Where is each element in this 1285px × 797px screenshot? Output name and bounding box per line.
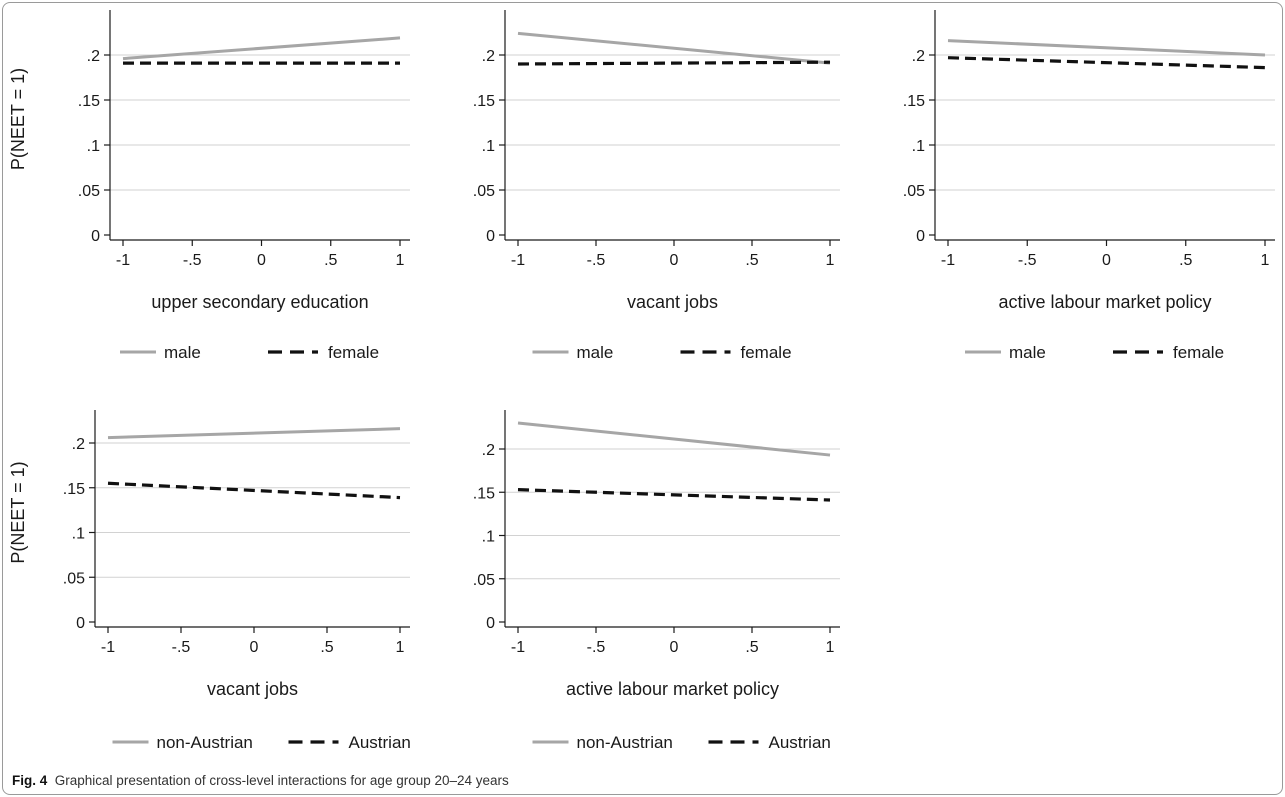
y-tick-label: .2 — [912, 48, 925, 65]
panel-1: 0 .05 .1 .15 .2 -1 -.5 0 .5 1 upper secondary educ… — [8, 10, 410, 362]
caption-text: Graphical presentation of cross-level in… — [54, 773, 509, 788]
series-line-austrian — [517, 488, 831, 502]
series-line-female — [517, 60, 831, 66]
x-tick-label: .5 — [745, 639, 758, 656]
series-line-male — [517, 31, 831, 65]
legend-label-female: female — [741, 343, 792, 362]
x-tick-label: .5 — [324, 252, 337, 269]
y-tick-label: 0 — [486, 615, 495, 632]
x-tick-label: 0 — [670, 639, 679, 656]
y-tick-label: .05 — [473, 572, 495, 589]
x-axis-label: active labour market policy — [566, 679, 779, 699]
y-tick-label: 0 — [91, 228, 100, 245]
x-tick-label: .5 — [1179, 252, 1192, 269]
x-tick-label: 0 — [1102, 252, 1111, 269]
x-tick-label: 1 — [1261, 252, 1270, 269]
x-tick-label: -1 — [116, 252, 130, 269]
y-tick-label: .1 — [912, 138, 925, 155]
x-tick-label: -.5 — [587, 639, 606, 656]
x-axis-label: active labour market policy — [998, 292, 1211, 312]
y-axis-label: P(NEET = 1) — [8, 461, 28, 563]
series-line-austrian — [107, 481, 401, 500]
panel-2: 0 .05 .1 .15 .2 -1 -.5 0 .5 1 vacant jobs male femal… — [473, 10, 840, 362]
y-tick-label: .1 — [482, 138, 495, 155]
y-tick-label: .05 — [473, 183, 495, 200]
legend-label-female: female — [328, 343, 379, 362]
panel-4: 0 .05 .1 .15 .2 -1 -.5 0 .5 1 vacant jobs P(NEET = … — [8, 410, 411, 752]
x-tick-label: 1 — [826, 252, 835, 269]
x-tick-label: 0 — [250, 639, 259, 656]
y-tick-label: .15 — [473, 485, 495, 502]
x-tick-label: -1 — [941, 252, 955, 269]
y-tick-label: 0 — [76, 615, 85, 632]
legend-label-male: male — [577, 343, 614, 362]
x-tick-label: -1 — [511, 639, 525, 656]
figure-caption: Fig. 4 Graphical presentation of cross-l… — [12, 773, 509, 788]
x-tick-label: -.5 — [183, 252, 202, 269]
y-tick-label: .05 — [903, 183, 925, 200]
x-axis-label: vacant jobs — [627, 292, 718, 312]
legend-label-non-austrian: non-Austrian — [157, 733, 253, 752]
y-tick-label: .2 — [72, 436, 85, 453]
y-tick-label: .15 — [473, 93, 495, 110]
caption-label: Fig. 4 — [12, 773, 48, 788]
x-tick-label: -1 — [511, 252, 525, 269]
series-line-male — [122, 36, 401, 61]
y-tick-label: 0 — [916, 228, 925, 245]
y-tick-label: .15 — [63, 481, 85, 498]
legend-label-austrian: Austrian — [769, 733, 831, 752]
x-tick-label: 1 — [826, 639, 835, 656]
series-line-male — [947, 39, 1266, 57]
x-tick-label: -.5 — [1018, 252, 1037, 269]
y-tick-label: .1 — [482, 529, 495, 546]
x-axis-label: vacant jobs — [207, 679, 298, 699]
series-line-female — [947, 56, 1266, 70]
panel-5: 0 .05 .1 .15 .2 -1 -.5 0 .5 1 active labour market… — [473, 410, 840, 752]
y-tick-label: .05 — [63, 570, 85, 587]
y-tick-label: 0 — [486, 228, 495, 245]
x-tick-label: 0 — [670, 252, 679, 269]
y-tick-label: .15 — [78, 93, 100, 110]
x-tick-label: -1 — [101, 639, 115, 656]
x-tick-label: 0 — [257, 252, 266, 269]
panel-3: 0 .05 .1 .15 .2 -1 -.5 0 .5 1 active labour market… — [903, 10, 1275, 362]
y-tick-label: .2 — [482, 442, 495, 459]
y-tick-label: .05 — [78, 183, 100, 200]
series-line-non-austrian — [107, 427, 401, 440]
x-tick-label: 1 — [396, 252, 405, 269]
y-axis-label: P(NEET = 1) — [8, 68, 28, 170]
series-line-non-austrian — [517, 421, 831, 457]
y-tick-label: .1 — [72, 526, 85, 543]
y-tick-label: .2 — [482, 48, 495, 65]
x-tick-label: -.5 — [587, 252, 606, 269]
x-tick-label: 1 — [396, 639, 405, 656]
legend-label-non-austrian: non-Austrian — [577, 733, 673, 752]
legend-label-male: male — [1009, 343, 1046, 362]
x-tick-label: .5 — [745, 252, 758, 269]
x-tick-label: .5 — [320, 639, 333, 656]
y-tick-label: .2 — [87, 48, 100, 65]
x-axis-label: upper secondary education — [151, 292, 368, 312]
x-tick-label: -.5 — [172, 639, 191, 656]
y-tick-label: .1 — [87, 138, 100, 155]
y-tick-label: .15 — [903, 93, 925, 110]
legend-label-female: female — [1173, 343, 1224, 362]
legend-label-austrian: Austrian — [349, 733, 411, 752]
legend-label-male: male — [164, 343, 201, 362]
